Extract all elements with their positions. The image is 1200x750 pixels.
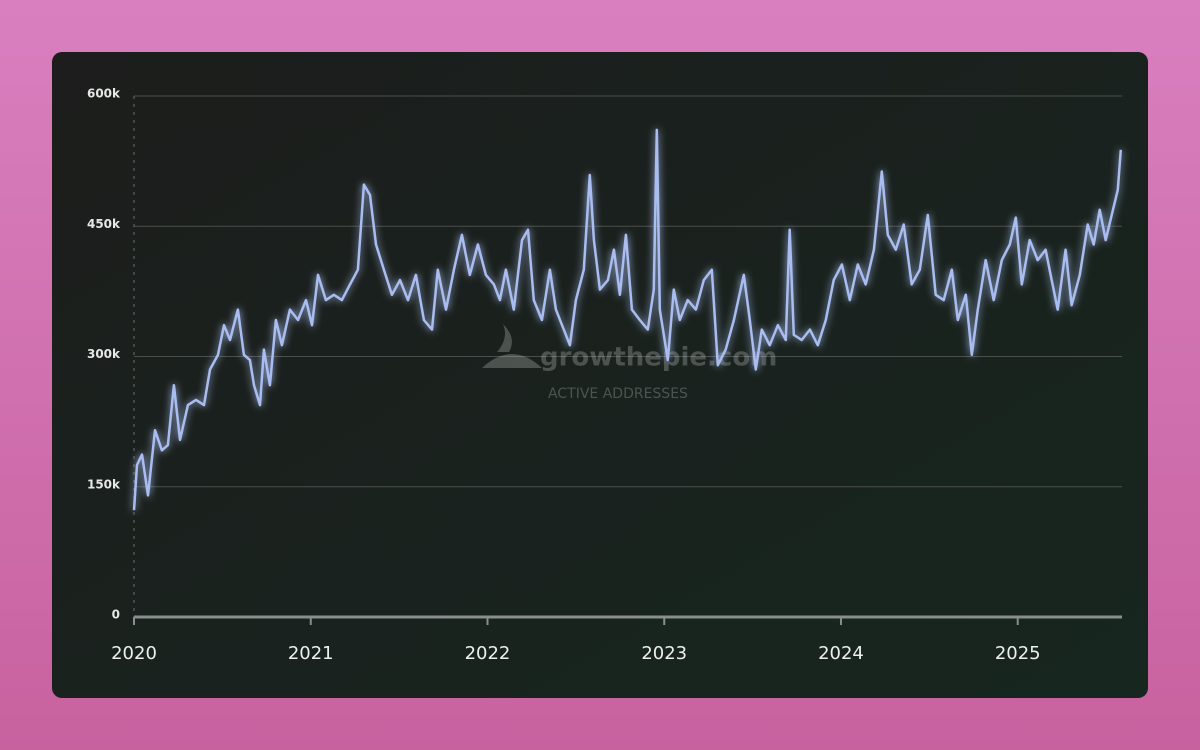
x-tick-label: 2022 (465, 643, 511, 664)
x-tick-label: 2021 (288, 643, 334, 664)
y-tick-label: 150k (87, 477, 121, 491)
y-tick-label: 0 (112, 608, 120, 622)
watermark-metric: ACTIVE ADDRESSES (548, 386, 688, 402)
x-tick-label: 2024 (818, 643, 864, 664)
logo (482, 324, 542, 368)
data-line (132, 128, 1123, 511)
y-tick-label: 600k (87, 87, 121, 101)
x-tick-label: 2025 (995, 643, 1041, 664)
watermark: growthepie.com ACTIVE ADDRESSES (482, 324, 777, 402)
y-tick-label: 450k (87, 217, 121, 231)
card (52, 52, 1148, 698)
x-tick-label: 2020 (111, 643, 157, 664)
grid: 0 150k 300k 450k 600k 2020 2021 2022 2023 2024 202… (87, 87, 1122, 664)
y-tick-label: 300k (87, 347, 121, 361)
plot (132, 128, 1123, 511)
watermark-brand: growthepie.com (540, 343, 777, 373)
x-tick-label: 2023 (641, 643, 687, 664)
